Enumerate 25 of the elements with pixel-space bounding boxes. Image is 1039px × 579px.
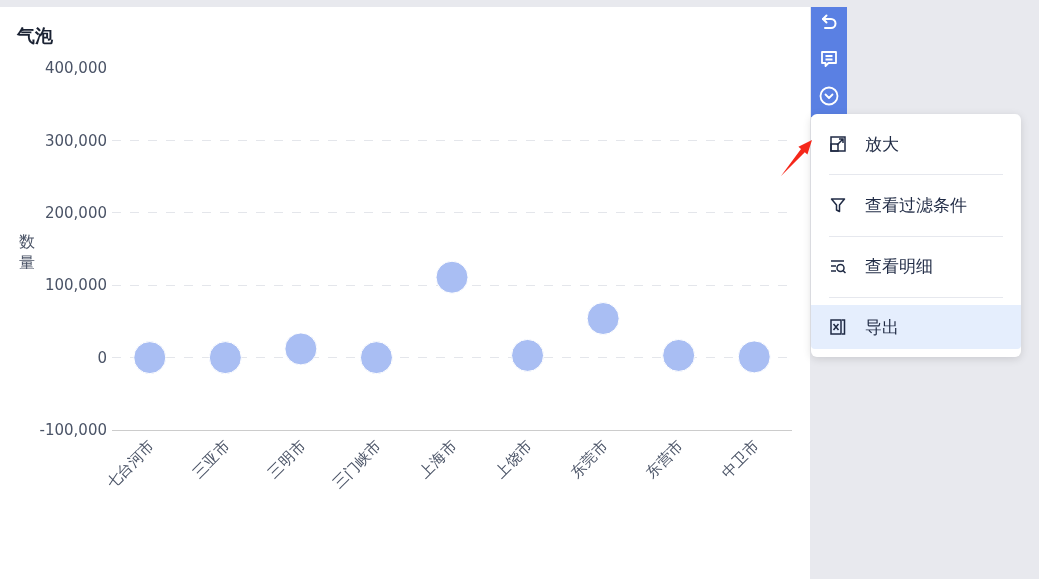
y-axis-title: 数量 — [19, 232, 35, 272]
y-tick-label: 400,000 — [44, 59, 107, 78]
x-tick-label: 三门峡市 — [329, 436, 385, 493]
point — [284, 332, 318, 366]
x-tick-label: 三亚市 — [188, 436, 234, 482]
y-tick-label: 0 — [97, 348, 107, 367]
chart-title: 气泡 — [16, 25, 54, 47]
x-tick-label: 东莞市 — [566, 436, 612, 482]
point — [359, 341, 393, 375]
x-tick-label: 上饶市 — [491, 436, 536, 482]
x-tick-label: 上海市 — [415, 436, 461, 482]
dropdown-menu: 放大 查看过滤条件 查看明细 导出 — [811, 114, 1021, 357]
x-tick-label: 东营市 — [642, 436, 687, 482]
y-tick-label: 100,000 — [44, 276, 107, 295]
point — [737, 340, 771, 374]
point — [435, 260, 469, 294]
y-tick-label: 200,000 — [44, 204, 107, 223]
point — [511, 338, 545, 372]
point — [662, 338, 696, 372]
x-tick-label: 三明市 — [264, 436, 310, 482]
point — [208, 341, 242, 375]
point — [133, 341, 167, 375]
point — [586, 302, 620, 335]
y-tick-label: 300,000 — [44, 131, 107, 150]
x-tick-label: 中卫市 — [717, 436, 763, 482]
